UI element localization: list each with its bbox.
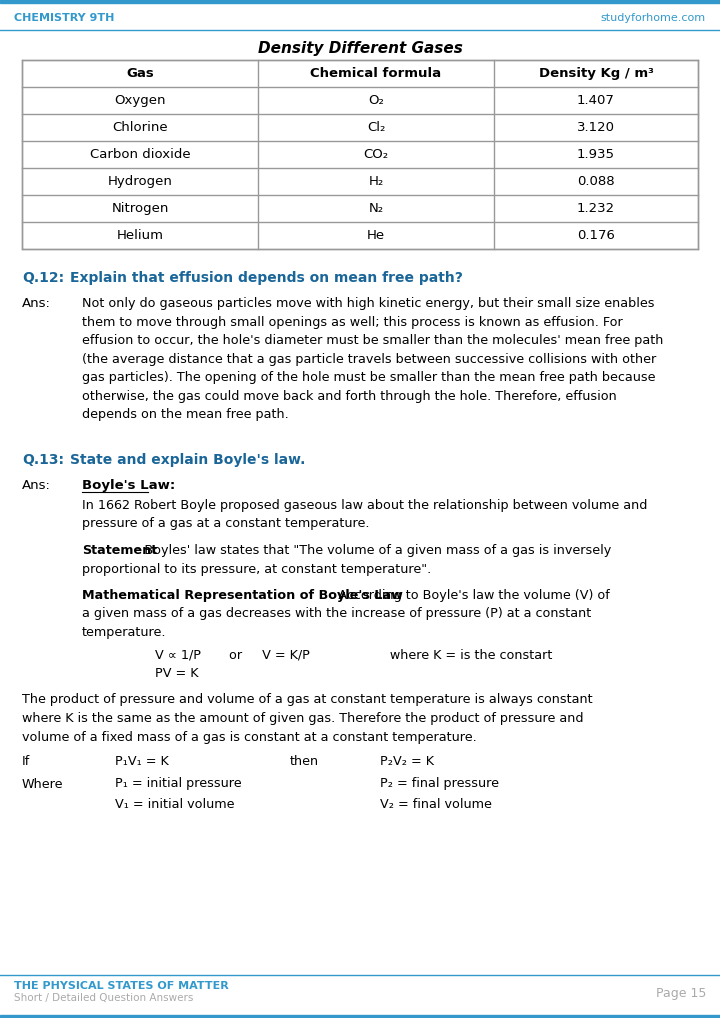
Text: proportional to its pressure, at constant temperature".: proportional to its pressure, at constan… [82,563,431,575]
Text: H₂: H₂ [369,175,384,188]
Text: Oxygen: Oxygen [114,94,166,107]
Text: P₂ = final pressure: P₂ = final pressure [380,778,499,791]
Text: V₂ = final volume: V₂ = final volume [380,798,492,811]
Text: Density Different Gases: Density Different Gases [258,41,462,56]
Text: CHEMISTRY 9TH: CHEMISTRY 9TH [14,13,114,23]
Text: Explain that effusion depends on mean free path?: Explain that effusion depends on mean fr… [70,271,463,285]
Bar [22,60,698,249]
Text: He: He [367,229,385,242]
Text: Not only do gaseous particles move with high kinetic energy, but their small siz: Not only do gaseous particles move with … [82,297,654,310]
Text: Mathematical Representation of Boyle's Law: Mathematical Representation of Boyle's L… [82,589,403,602]
Text: gas particles). The opening of the hole must be smaller than the mean free path : gas particles). The opening of the hole … [82,371,655,384]
Text: P₁ = initial pressure: P₁ = initial pressure [115,778,242,791]
Text: Boyle's Law:: Boyle's Law: [82,478,175,492]
Text: : Boyles' law states that "The volume of a given mass of a gas is inversely: : Boyles' law states that "The volume of… [136,544,611,557]
Text: State and explain Boyle's law.: State and explain Boyle's law. [70,452,305,466]
Text: Ans:: Ans: [22,297,51,310]
Text: V₁ = initial volume: V₁ = initial volume [115,798,235,811]
Text: studyforhome.com: studyforhome.com [601,13,706,23]
Text: V ∝ 1/P       or     V = K/P                    where K = is the constart: V ∝ 1/P or V = K/P where K = is the cons… [155,648,552,662]
Text: Gas: Gas [126,67,154,80]
Text: : According to Boyle's law the volume (V) of: : According to Boyle's law the volume (V… [330,589,610,602]
Text: 1.935: 1.935 [577,148,615,161]
Text: CO₂: CO₂ [364,148,389,161]
Text: 1.407: 1.407 [577,94,615,107]
Text: P₂V₂ = K: P₂V₂ = K [380,755,434,768]
Text: 1.232: 1.232 [577,202,615,215]
Text: Statement: Statement [82,544,157,557]
Text: Chemical formula: Chemical formula [310,67,441,80]
Text: O₂: O₂ [368,94,384,107]
Text: otherwise, the gas could move back and forth through the hole. Therefore, effusi: otherwise, the gas could move back and f… [82,390,617,402]
Text: 3.120: 3.120 [577,121,615,134]
Text: Chlorine: Chlorine [112,121,168,134]
Text: depends on the mean free path.: depends on the mean free path. [82,408,289,421]
Text: Hydrogen: Hydrogen [107,175,172,188]
Text: Short / Detailed Question Answers: Short / Detailed Question Answers [14,993,194,1003]
Text: THE PHYSICAL STATES OF MATTER: THE PHYSICAL STATES OF MATTER [14,981,229,991]
Text: them to move through small openings as well; this process is known as effusion. : them to move through small openings as w… [82,316,623,329]
Bar [0,1015,720,1018]
Text: 0.088: 0.088 [577,175,615,188]
Text: Cl₂: Cl₂ [366,121,385,134]
Text: Q.12:: Q.12: [22,271,64,285]
Text: P₁V₁ = K: P₁V₁ = K [115,755,168,768]
Text: Where: Where [22,778,63,791]
Text: 0.176: 0.176 [577,229,615,242]
Text: a given mass of a gas decreases with the increase of pressure (P) at a constant: a given mass of a gas decreases with the… [82,608,591,621]
Text: The product of pressure and volume of a gas at constant temperature is always co: The product of pressure and volume of a … [22,693,593,706]
Text: Density Kg / m³: Density Kg / m³ [539,67,654,80]
Text: PV = K: PV = K [155,667,199,680]
Text: In 1662 Robert Boyle proposed gaseous law about the relationship between volume : In 1662 Robert Boyle proposed gaseous la… [82,499,647,512]
Text: pressure of a gas at a constant temperature.: pressure of a gas at a constant temperat… [82,517,369,530]
Text: volume of a fixed mass of a gas is constant at a constant temperature.: volume of a fixed mass of a gas is const… [22,731,477,743]
Text: Nitrogen: Nitrogen [112,202,168,215]
Text: Ans:: Ans: [22,478,51,492]
Text: then: then [290,755,319,768]
Bar [0,0,720,3]
Text: Page 15: Page 15 [656,987,706,1000]
Text: (the average distance that a gas particle travels between successive collisions : (the average distance that a gas particl… [82,352,656,365]
Text: Carbon dioxide: Carbon dioxide [90,148,190,161]
Text: N₂: N₂ [369,202,384,215]
Text: Q.13:: Q.13: [22,452,64,466]
Text: effusion to occur, the hole's diameter must be smaller than the molecules' mean : effusion to occur, the hole's diameter m… [82,334,663,347]
Text: where K is the same as the amount of given gas. Therefore the product of pressur: where K is the same as the amount of giv… [22,712,583,725]
Text: temperature.: temperature. [82,626,166,639]
Text: Helium: Helium [117,229,163,242]
Text: If: If [22,755,30,768]
